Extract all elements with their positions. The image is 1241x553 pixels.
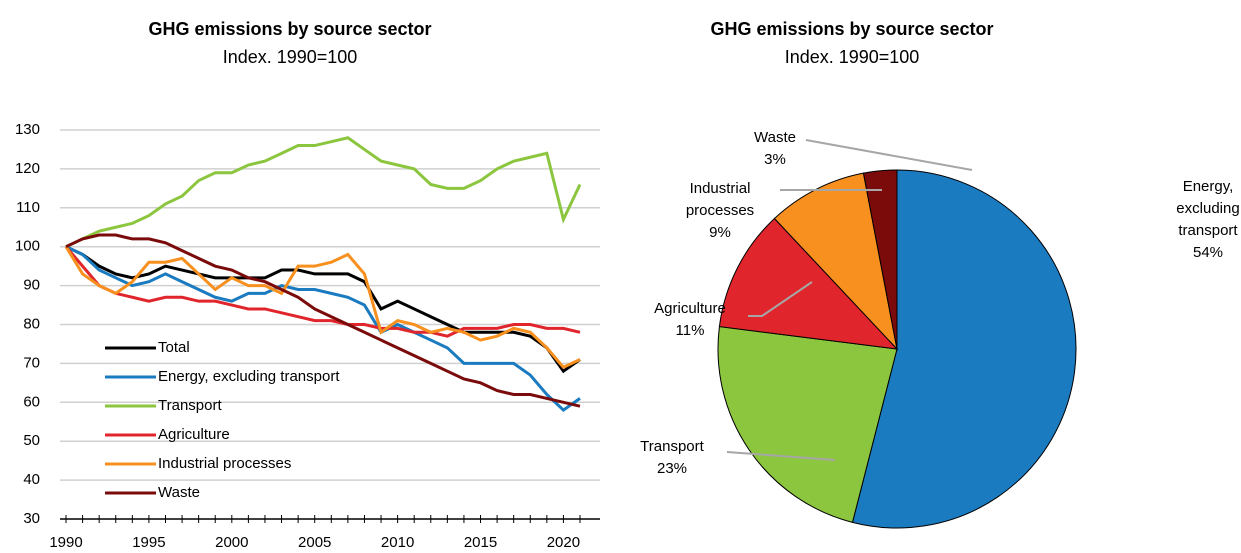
pie-value: 54% [1192, 244, 1224, 261]
pie-label: Transport 23% [617, 436, 727, 480]
x-tick-label: 2005 [298, 534, 331, 551]
pie-category: Agriculture [654, 300, 726, 317]
pie-label: Waste 3% [735, 127, 815, 171]
x-tick-label: 2010 [381, 534, 414, 551]
legend-label: Waste [158, 484, 200, 501]
y-tick-label: 120 [15, 160, 40, 177]
y-tick-label: 40 [23, 471, 40, 488]
y-tick-label: 100 [15, 238, 40, 255]
pie-slice [862, 169, 898, 350]
series-line [65, 245, 581, 413]
y-tick-label: 60 [23, 393, 40, 410]
legend-label: Transport [158, 397, 222, 414]
pie-label: Energy, excluding transport 54% [1161, 176, 1241, 264]
x-tick-label: 2000 [215, 534, 248, 551]
y-tick-label: 110 [16, 199, 40, 216]
y-tick-label: 50 [23, 432, 40, 449]
x-tick-label: 1990 [49, 534, 82, 551]
pie-slice [851, 169, 1077, 529]
pie-label: Industrial processes 9% [665, 178, 775, 244]
chart-subtitle: Index. 1990=100 [223, 47, 358, 67]
legend-label: Total [158, 339, 190, 356]
leader-line [726, 451, 836, 461]
legend-label: Industrial processes [158, 455, 291, 472]
y-tick-label: 80 [23, 315, 40, 332]
pie-slice [717, 326, 898, 523]
chart-subtitle: Index. 1990=100 [785, 47, 920, 67]
series-line [65, 245, 581, 374]
pie-value: 9% [709, 224, 731, 241]
y-tick-label: 70 [23, 354, 40, 371]
leader-line [748, 281, 813, 317]
series-line [64, 245, 581, 370]
y-tick-label: 90 [23, 277, 40, 294]
chart-title: GHG emissions by source sector [148, 19, 431, 39]
pie-value: 11% [675, 322, 705, 339]
pie-category: Transport [640, 438, 704, 455]
chart-title: GHG emissions by source sector [710, 19, 993, 39]
x-tick-label: 1995 [132, 534, 165, 551]
pie-category: Waste [754, 129, 796, 146]
series-line [65, 136, 582, 249]
x-tick-label: 2015 [464, 534, 497, 551]
y-tick-label: 130 [15, 121, 40, 138]
leader-line [805, 139, 973, 171]
pie-category: Energy, excluding transport [1176, 178, 1240, 239]
pie-category: Industrial processes [685, 180, 755, 219]
pie-value: 23% [656, 460, 688, 477]
pie-label: Agriculture 11% [635, 298, 745, 342]
series-line [64, 245, 581, 338]
legend-label: Agriculture [158, 426, 230, 443]
legend-label: Energy, excluding transport [158, 368, 340, 385]
y-tick-label: 30 [23, 510, 40, 527]
x-tick-label: 2020 [547, 534, 580, 551]
series-line [65, 233, 581, 408]
pie-value: 3% [764, 151, 786, 168]
